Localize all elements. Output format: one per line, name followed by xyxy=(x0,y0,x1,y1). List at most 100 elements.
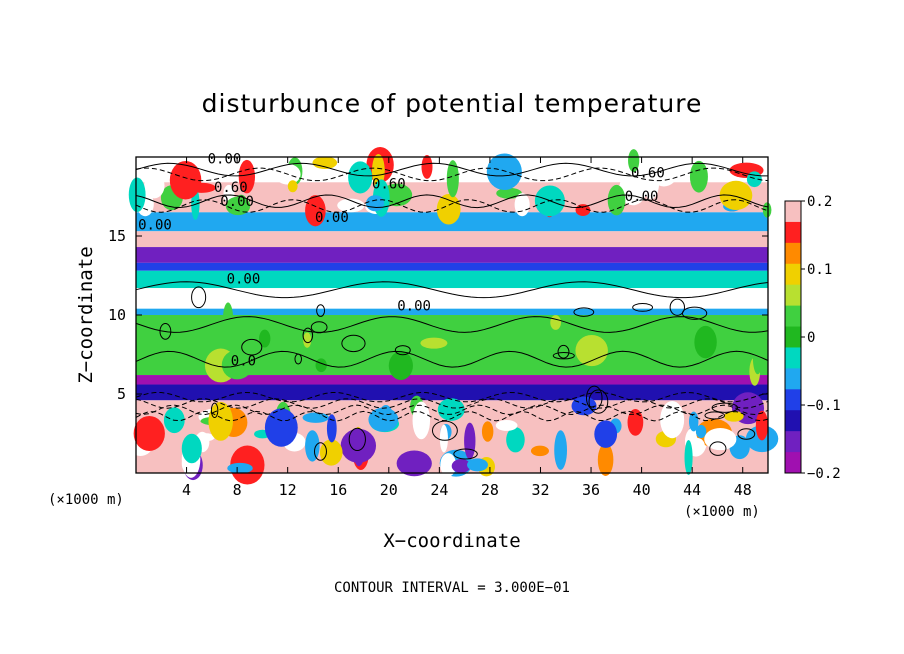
contour-loop xyxy=(294,353,302,365)
x-tick-label: 12 xyxy=(279,481,297,499)
upper-blotch xyxy=(169,160,202,200)
contour-line xyxy=(135,199,769,213)
contour-labels: 0.000.600.000.000.600.000.600.000.000.00… xyxy=(138,151,665,369)
contour-loop xyxy=(585,385,603,411)
turbulence-blotch xyxy=(437,398,465,421)
upper-blotch xyxy=(436,193,461,225)
turbulence-blotch xyxy=(208,401,233,441)
contour-loop xyxy=(348,427,366,452)
contour-label: 0.60 xyxy=(372,177,406,193)
turbulence-blotch xyxy=(440,453,457,477)
colorbar-segment xyxy=(785,242,801,265)
y-tick-label: 10 xyxy=(108,306,126,324)
contour-loop xyxy=(302,327,314,344)
turbulence-blotch xyxy=(264,408,298,447)
turbulence-blotch xyxy=(495,419,518,431)
contour-label: 0.60 xyxy=(214,180,248,196)
turbulence-blotch xyxy=(660,400,685,439)
contour-loop xyxy=(310,321,328,334)
turbulence-blotch xyxy=(227,462,253,474)
contour-loop xyxy=(314,442,327,461)
x-tick-label: 16 xyxy=(329,481,347,499)
colorbar-tick-label: 0.1 xyxy=(807,262,832,278)
y-axis-ticks: 5 10 15 xyxy=(108,227,768,403)
turbulence-blotch xyxy=(396,450,432,477)
mid-blotch xyxy=(694,325,717,359)
turbulence-blotch xyxy=(439,424,448,453)
contour-loop xyxy=(431,420,458,441)
mid-blotch xyxy=(420,337,448,349)
colorbar-tick-label: −0.1 xyxy=(807,398,841,414)
upper-blotch xyxy=(628,149,640,173)
upper-blotch xyxy=(446,160,459,198)
turbulence-blotch xyxy=(594,420,618,448)
x-tick-label: 4 xyxy=(182,481,191,499)
upper-blotch xyxy=(305,195,326,227)
contour-line xyxy=(135,391,769,403)
turbulence-blotch xyxy=(451,459,471,473)
mid-blotch xyxy=(303,332,312,348)
contour-interval-note: CONTOUR INTERVAL = 3.000E−01 xyxy=(334,580,570,596)
upper-blotch xyxy=(650,159,678,187)
colorbar-segment xyxy=(785,284,801,307)
contour-loop xyxy=(632,303,654,312)
turbulence-blotch xyxy=(571,396,597,416)
heatmap-band-11 xyxy=(136,384,768,401)
contour-loop xyxy=(341,334,366,353)
contour-loop xyxy=(210,402,219,419)
colorbar-segment xyxy=(785,347,801,369)
colorbar-tick-label: −0.2 xyxy=(807,466,841,482)
contour-label: 0.00 xyxy=(138,218,172,234)
turbulence-blotch xyxy=(464,422,476,460)
colorbar-segment xyxy=(785,305,801,328)
upper-blotch xyxy=(225,196,251,216)
colorbar xyxy=(784,200,802,474)
contour-lines xyxy=(135,162,769,461)
contour-loop xyxy=(709,441,727,456)
contour-line xyxy=(135,404,769,416)
contour-loop xyxy=(241,338,263,356)
turbulence-blotch xyxy=(133,415,165,451)
colorbar-segment xyxy=(785,452,801,474)
colorbar-tick-label: 0 xyxy=(807,330,815,346)
chart-title: disturbunce of potential temperature xyxy=(202,89,703,118)
contour-loop xyxy=(557,344,570,359)
plot-area xyxy=(128,147,779,485)
contour-label: 0.00 xyxy=(625,189,659,205)
contour-loop xyxy=(588,389,609,414)
upper-blotch xyxy=(514,193,530,217)
turbulence-blotch xyxy=(530,445,549,457)
colorbar-segment xyxy=(785,263,801,286)
heatmap-band-4 xyxy=(136,247,768,263)
contour-line xyxy=(135,410,769,422)
colorbar-tick-label: 0.2 xyxy=(807,194,832,210)
mid-blotch xyxy=(550,315,561,330)
upper-blotch xyxy=(348,161,373,194)
turbulence-blotch xyxy=(704,428,737,451)
contour-loop xyxy=(316,304,326,317)
contour-line xyxy=(135,194,769,209)
contour-label: 0.60 xyxy=(631,166,665,182)
x-tick-label: 36 xyxy=(582,481,600,499)
contour-line xyxy=(135,167,769,182)
upper-blotch xyxy=(337,198,365,213)
contour-label: 0.00 xyxy=(208,151,242,167)
turbulence-blotch xyxy=(412,401,431,440)
x-axis-label: X−coordinate xyxy=(383,530,520,552)
contour-loop xyxy=(737,428,756,440)
x-unit-right: (×1000 m) xyxy=(684,504,760,520)
mid-blotch xyxy=(575,334,608,367)
x-tick-label: 48 xyxy=(734,481,752,499)
contour-line xyxy=(135,316,769,333)
upper-blotch xyxy=(689,160,708,193)
turbulence-blotch xyxy=(689,438,705,454)
x-unit-left: (×1000 m) xyxy=(48,492,124,508)
contour-loop xyxy=(394,345,411,356)
contour-loop xyxy=(191,286,207,309)
turbulence-blotch xyxy=(467,458,488,472)
turbulence-blotch xyxy=(684,439,693,475)
turbulence-blotch xyxy=(481,421,494,442)
contour-loop xyxy=(552,351,575,360)
contour-loop xyxy=(453,448,478,460)
